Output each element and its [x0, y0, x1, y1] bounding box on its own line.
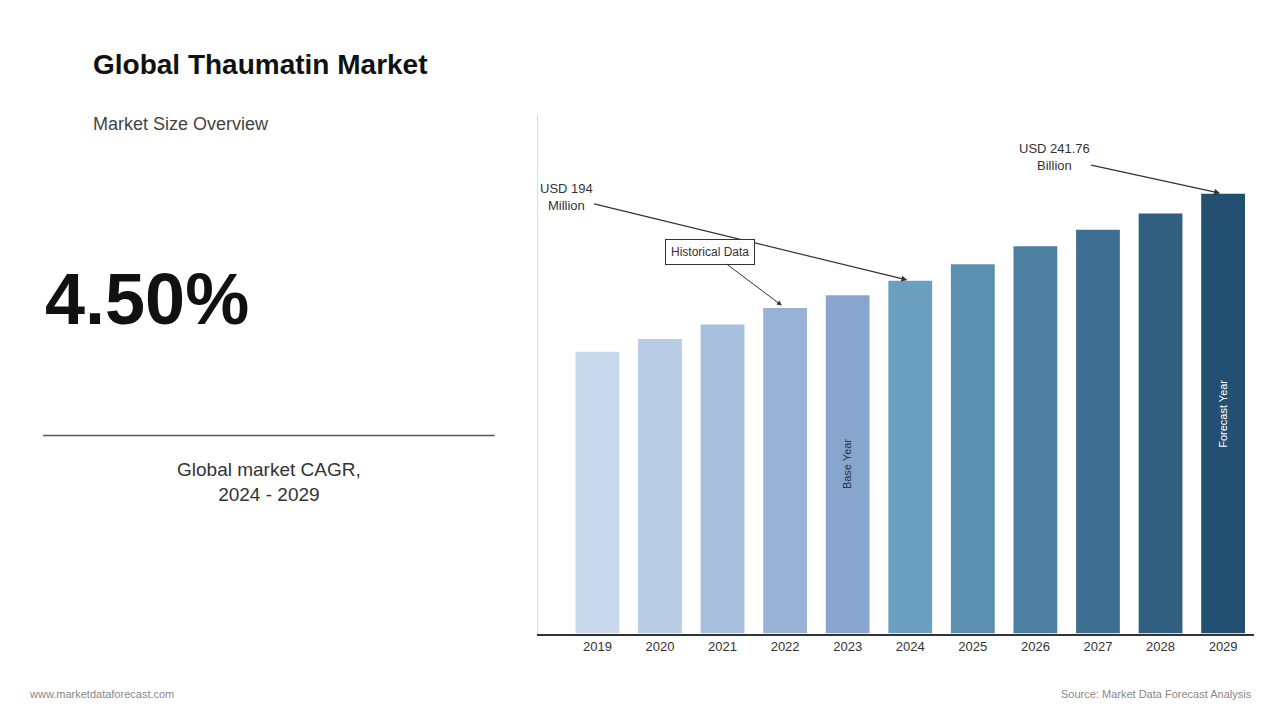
- svg-text:Global Thaumatin Market: Global Thaumatin Market: [93, 49, 428, 80]
- svg-text:Source: Market Data Forecast A: Source: Market Data Forecast Analysis: [1061, 688, 1252, 700]
- svg-text:2024: 2024: [896, 639, 925, 654]
- svg-text:2025: 2025: [958, 639, 987, 654]
- svg-text:2020: 2020: [645, 639, 674, 654]
- svg-text:2019: 2019: [583, 639, 612, 654]
- svg-text:Market Size Overview: Market Size Overview: [93, 114, 269, 134]
- svg-text:Forecast Year: Forecast Year: [1217, 380, 1229, 448]
- svg-text:4.50%: 4.50%: [45, 259, 249, 339]
- svg-text:2022: 2022: [771, 639, 800, 654]
- svg-text:2026: 2026: [1021, 639, 1050, 654]
- svg-text:2021: 2021: [708, 639, 737, 654]
- svg-text:Base Year: Base Year: [841, 439, 853, 489]
- svg-text:Historical Data: Historical Data: [671, 245, 749, 259]
- svg-text:www.marketdataforecast.com: www.marketdataforecast.com: [29, 688, 174, 700]
- svg-text:2023: 2023: [833, 639, 862, 654]
- svg-text:2028: 2028: [1146, 639, 1175, 654]
- svg-text:USD 194Million: USD 194Million: [540, 181, 593, 213]
- svg-text:Global market CAGR,2024 - 2029: Global market CAGR,2024 - 2029: [177, 459, 361, 505]
- svg-text:2027: 2027: [1084, 639, 1113, 654]
- svg-text:2029: 2029: [1209, 639, 1238, 654]
- svg-text:USD 241.76Billion: USD 241.76Billion: [1019, 141, 1090, 173]
